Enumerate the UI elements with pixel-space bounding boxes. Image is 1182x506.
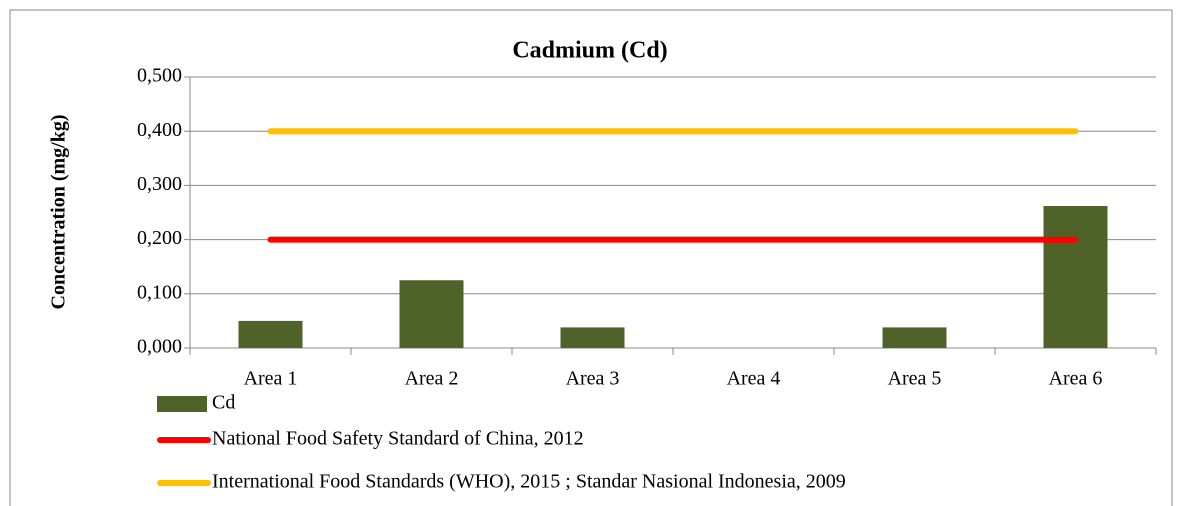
bar — [882, 327, 947, 348]
x-tick-label: Area 2 — [405, 368, 459, 390]
legend-swatch — [157, 396, 207, 412]
bar — [560, 327, 625, 348]
y-tick-label: 0,400 — [137, 119, 182, 141]
y-tick-label: 0,200 — [137, 227, 182, 249]
chart-title: Cadmium (Cd) — [512, 38, 667, 64]
bar — [238, 320, 303, 348]
x-tick-label: Area 3 — [566, 368, 620, 390]
chart-border — [9, 9, 1173, 506]
bar — [1043, 205, 1108, 348]
x-tick-label: Area 5 — [888, 368, 942, 390]
y-tick-label: 0,100 — [137, 281, 182, 303]
y-tick-label: 0,500 — [137, 65, 182, 87]
y-tick-label: 0,300 — [137, 173, 182, 195]
y-tick-label: 0,000 — [137, 336, 182, 358]
legend-label: National Food Safety Standard of China, … — [212, 428, 584, 450]
y-axis-label: Concentration (mg/kg) — [48, 115, 70, 310]
x-tick-label: Area 6 — [1049, 368, 1103, 390]
bar — [399, 280, 464, 348]
x-tick-label: Area 1 — [244, 368, 298, 390]
legend-label: Cd — [212, 392, 235, 414]
legend-label: International Food Standards (WHO), 2015… — [212, 471, 846, 493]
x-tick-label: Area 4 — [727, 368, 781, 390]
